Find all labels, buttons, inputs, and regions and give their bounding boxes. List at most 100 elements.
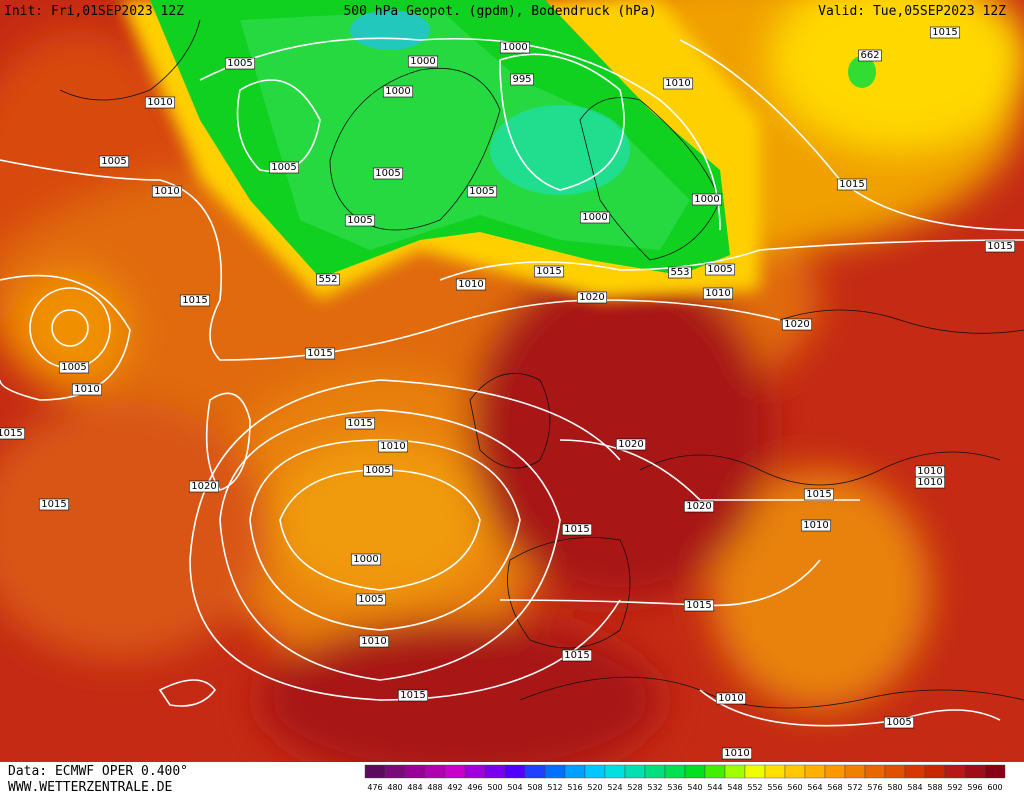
isobar-label: 1005	[227, 58, 252, 69]
isobar-label: 1005	[271, 162, 296, 173]
isobar-label: 1020	[579, 292, 604, 303]
colorbar-tick-label: 572	[847, 783, 862, 792]
isobar-label-box	[662, 77, 694, 90]
isobar-label-box	[344, 417, 376, 430]
isobar-label: 1015	[347, 418, 372, 429]
isobar-label: 1015	[41, 499, 66, 510]
isobar-label: 1005	[375, 168, 400, 179]
isobar-label-box	[144, 96, 176, 109]
isobar-label: 1015	[932, 27, 957, 38]
isobar-label-box	[58, 361, 90, 374]
isobar-label-box	[533, 265, 565, 278]
isobar-label-box	[704, 263, 736, 276]
colorbar-tick-label: 560	[787, 783, 802, 792]
colorbar-tick-label: 492	[447, 783, 462, 792]
isobar-label: 1005	[707, 264, 732, 275]
colorbar-swatch	[444, 764, 466, 779]
colorbar-tick-label: 488	[427, 783, 442, 792]
isobar-label: 1000	[410, 56, 435, 67]
colorbar-swatch	[904, 764, 926, 779]
isobar-label: 1010	[458, 279, 483, 290]
colorbar-swatch	[924, 764, 946, 779]
colorbar-tick-label: 516	[567, 783, 582, 792]
coastlines	[59, 19, 1024, 709]
isobar-label-box	[350, 553, 382, 566]
isobar-label-box	[914, 476, 946, 489]
colorbar-tick-label: 524	[607, 783, 622, 792]
isobar-label: 1015	[806, 489, 831, 500]
isobar-label: 1020	[191, 481, 216, 492]
colorbar-tick-label: 564	[807, 783, 822, 792]
colorbar-swatch	[464, 764, 486, 779]
isobar-label: 1005	[365, 465, 390, 476]
isobar-label: 1015	[686, 600, 711, 611]
isobar-label: 1000	[582, 212, 607, 223]
isobar-label: 1010	[380, 441, 405, 452]
isobar-label: 1015	[307, 348, 332, 359]
isobar-label-box	[362, 464, 394, 477]
colorbar-swatch	[504, 764, 526, 779]
isobar-label: 1005	[347, 215, 372, 226]
colorbar-swatch	[884, 764, 906, 779]
isobar-label-box	[71, 383, 103, 396]
colorbar-tick-label: 512	[547, 783, 562, 792]
colorbar-tick-label: 596	[967, 783, 982, 792]
colorbar-tick-label: 600	[987, 783, 1002, 792]
colorbar-swatch	[484, 764, 506, 779]
colorbar-swatch	[824, 764, 846, 779]
colorbar-swatch	[704, 764, 726, 779]
isobar-label-box	[407, 55, 439, 68]
isobar-label-box	[188, 480, 220, 493]
isobar-label: 1005	[101, 156, 126, 167]
colorbar-swatch	[864, 764, 886, 779]
isobar-label-box	[224, 57, 256, 70]
colorbar-swatch	[804, 764, 826, 779]
isobar-label: 1015	[182, 295, 207, 306]
isobar-label-box	[702, 287, 734, 300]
colorbar-tick-label: 476	[367, 783, 382, 792]
isobar-label-box	[455, 278, 487, 291]
isobar-label: 1015	[564, 650, 589, 661]
isobar-label: 1010	[154, 186, 179, 197]
colorbar-swatch	[664, 764, 686, 779]
isobar-label-box	[683, 500, 715, 513]
colorbar-tick-label: 592	[947, 783, 962, 792]
isobar-label: 1010	[803, 520, 828, 531]
isobar-label: 1000	[694, 194, 719, 205]
colorbar-tick-label: 568	[827, 783, 842, 792]
colorbar-swatch	[404, 764, 426, 779]
isobar-label: 662	[860, 50, 879, 61]
isobar-label-box	[344, 214, 376, 227]
isobar-label-box	[561, 649, 593, 662]
colorbar-tick-label: 496	[467, 783, 482, 792]
isobar-label-box	[377, 440, 409, 453]
colorbar-swatch	[364, 764, 386, 779]
isobar-label: 1015	[400, 690, 425, 701]
colorbar-tick-label: 528	[627, 783, 642, 792]
isobar-label-box	[579, 211, 611, 224]
isobar-label: 1015	[0, 428, 23, 439]
isobar-label-box	[358, 635, 390, 648]
isobar-label: 1010	[705, 288, 730, 299]
isobar-label: 1015	[536, 266, 561, 277]
colorbar-swatch	[524, 764, 546, 779]
isobar-label-box	[668, 266, 692, 279]
isobar-label-box	[382, 85, 414, 98]
isobar-label-box	[466, 185, 498, 198]
isobar-label: 1000	[385, 86, 410, 97]
colorbar-tick-label: 536	[667, 783, 682, 792]
isobar-label-box	[0, 427, 26, 440]
isobar-label: 1000	[502, 42, 527, 53]
valid-time: Valid: Tue,05SEP2023 12Z	[818, 4, 1006, 19]
colorbar-swatch	[784, 764, 806, 779]
isobar-label: 1020	[618, 439, 643, 450]
isobar-label-box	[715, 692, 747, 705]
isobar-label: 1010	[361, 636, 386, 647]
isobar-label-box	[691, 193, 723, 206]
isobar-label-box	[929, 26, 961, 39]
colorbar-swatch	[624, 764, 646, 779]
data-source: Data: ECMWF OPER 0.400°	[8, 764, 188, 779]
isobar-label: 552	[318, 274, 337, 285]
isobar-label-box	[179, 294, 211, 307]
